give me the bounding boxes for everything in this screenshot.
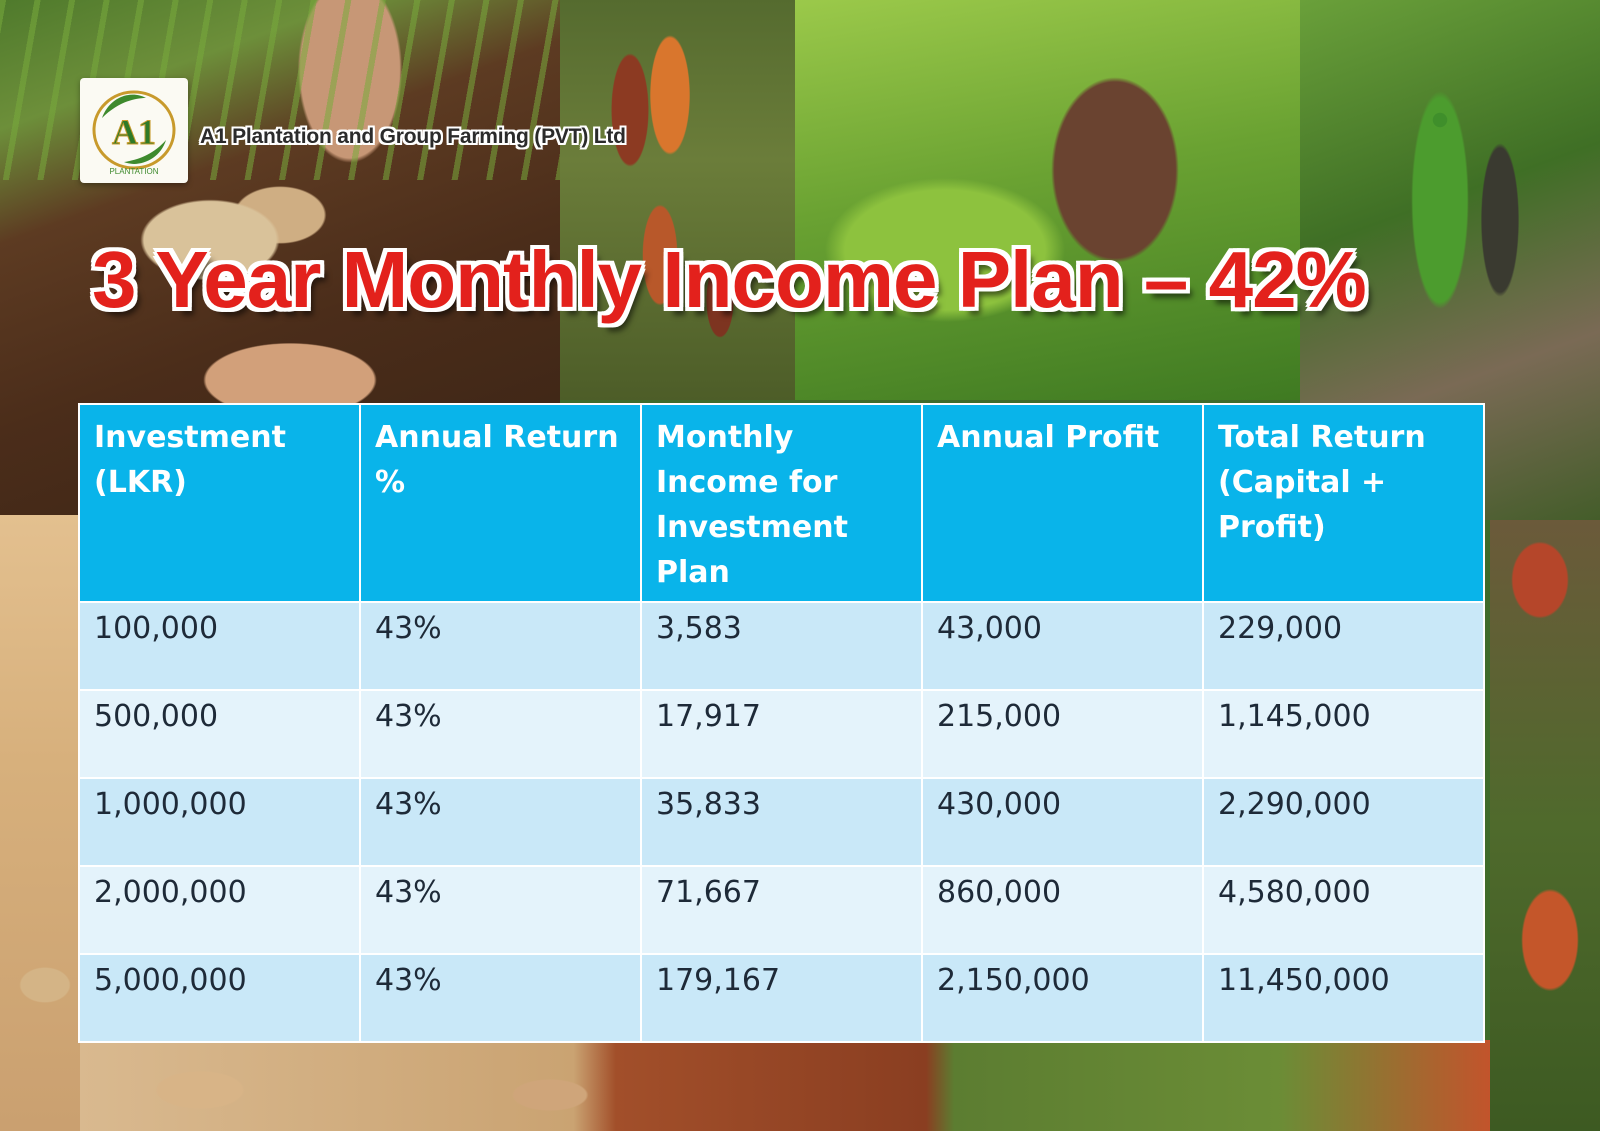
tea-plucking-photo	[795, 0, 1300, 400]
company-name: A1 Plantation and Group Farming (PVT) Lt…	[200, 125, 626, 148]
cell-total-return: 229,000	[1202, 601, 1485, 691]
header-investment: Investment (LKR)	[78, 403, 361, 603]
header-annual-profit: Annual Profit	[921, 403, 1204, 603]
cell-annual-return: 43%	[359, 689, 642, 779]
cocoa-pods-photo	[560, 0, 795, 400]
table-row: 1,000,000 43% 35,833 430,000 2,290,000	[78, 777, 1485, 867]
income-plan-table: Investment (LKR) Annual Return % Monthly…	[78, 403, 1485, 1043]
header-total-return: Total Return (Capital + Profit)	[1202, 403, 1485, 603]
cell-monthly-income: 3,583	[640, 601, 923, 691]
cell-annual-return: 43%	[359, 777, 642, 867]
a1-leaf-logo-icon: A1 PLANTATION	[92, 90, 176, 176]
logo-mark: A1	[112, 112, 156, 152]
cell-annual-profit: 860,000	[921, 865, 1204, 955]
ginger-roots-photo	[0, 515, 80, 1131]
table-row: 2,000,000 43% 71,667 860,000 4,580,000	[78, 865, 1485, 955]
company-logo: A1 PLANTATION	[80, 78, 188, 183]
cell-monthly-income: 179,167	[640, 953, 923, 1043]
table-row: 500,000 43% 17,917 215,000 1,145,000	[78, 689, 1485, 779]
cell-investment: 5,000,000	[78, 953, 361, 1043]
table-row: 100,000 43% 3,583 43,000 229,000	[78, 601, 1485, 691]
cell-monthly-income: 35,833	[640, 777, 923, 867]
plan-table: Investment (LKR) Annual Return % Monthly…	[78, 403, 1485, 1043]
cell-annual-return: 43%	[359, 601, 642, 691]
header-annual-return: Annual Return %	[359, 403, 642, 603]
cell-annual-return: 43%	[359, 865, 642, 955]
cell-total-return: 11,450,000	[1202, 953, 1485, 1043]
cell-annual-return: 43%	[359, 953, 642, 1043]
cell-annual-profit: 430,000	[921, 777, 1204, 867]
cell-monthly-income: 71,667	[640, 865, 923, 955]
cell-monthly-income: 17,917	[640, 689, 923, 779]
cell-investment: 500,000	[78, 689, 361, 779]
header-monthly-income: Monthly Income for Investment Plan	[640, 403, 923, 603]
spices-strip-photo	[80, 1040, 1490, 1131]
plan-headline: 3 Year Monthly Income Plan – 42%	[92, 235, 1367, 324]
cell-investment: 2,000,000	[78, 865, 361, 955]
cell-investment: 100,000	[78, 601, 361, 691]
cell-total-return: 4,580,000	[1202, 865, 1485, 955]
table-header-row: Investment (LKR) Annual Return % Monthly…	[78, 403, 1485, 603]
cell-annual-profit: 2,150,000	[921, 953, 1204, 1043]
logo-subtext: PLANTATION	[109, 167, 158, 176]
cell-annual-profit: 43,000	[921, 601, 1204, 691]
table-row: 5,000,000 43% 179,167 2,150,000 11,450,0…	[78, 953, 1485, 1043]
cocoa-fruit-photo	[1490, 520, 1600, 1131]
cell-total-return: 2,290,000	[1202, 777, 1485, 867]
cell-annual-profit: 215,000	[921, 689, 1204, 779]
cell-investment: 1,000,000	[78, 777, 361, 867]
cell-total-return: 1,145,000	[1202, 689, 1485, 779]
